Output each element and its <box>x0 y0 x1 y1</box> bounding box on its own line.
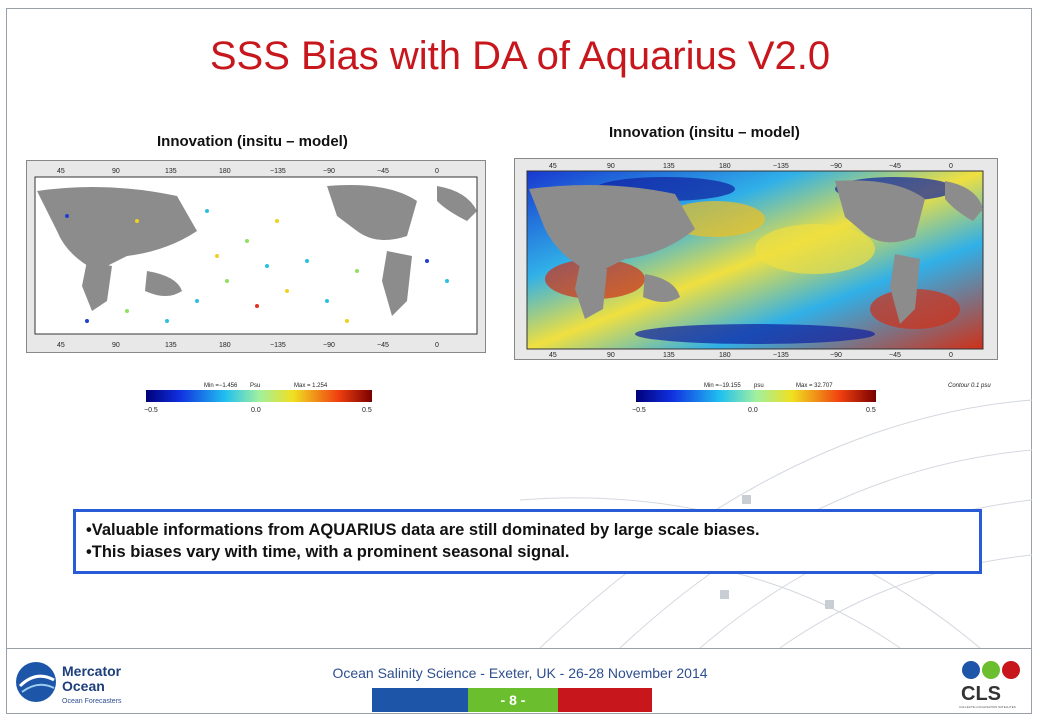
continent-north-america <box>835 180 925 243</box>
logo-circle-red <box>1002 661 1020 679</box>
colorbar-unit: Psu <box>250 383 260 389</box>
continent-australia <box>643 274 680 302</box>
colorbar-max-label: Max = 32.707 <box>796 383 833 389</box>
bullet-item: •Valuable informations from AQUARIUS dat… <box>86 521 760 539</box>
top-tick: −90 <box>323 168 335 175</box>
continent-europe <box>437 186 477 221</box>
bottom-tick: 0 <box>949 352 953 359</box>
top-tick: 180 <box>719 163 731 170</box>
contour-note: Contour 0.1 psu <box>948 383 991 389</box>
bottom-tick: 45 <box>57 342 65 349</box>
logo-word-mercator: Mercator <box>62 663 122 679</box>
footer-bar-red <box>558 688 652 712</box>
colorbar-tick: 0.0 <box>251 407 261 414</box>
bottom-tick: 180 <box>719 352 731 359</box>
bottom-tick: −135 <box>773 352 789 359</box>
top-tick: −45 <box>889 163 901 170</box>
observation-dots <box>65 209 449 323</box>
bottom-tick: 135 <box>165 342 177 349</box>
top-tick: 180 <box>219 168 231 175</box>
top-tick: −90 <box>830 163 842 170</box>
top-tick: 0 <box>949 163 953 170</box>
logo-word-ocean: Ocean <box>62 678 105 694</box>
continent-north-america <box>327 185 417 240</box>
continent-eurasia <box>529 185 695 274</box>
bottom-tick: 90 <box>607 352 615 359</box>
bottom-tick: −90 <box>323 342 335 349</box>
bottom-tick: −135 <box>270 342 286 349</box>
logo-circle-green <box>982 661 1000 679</box>
colorbar-tick: −0.5 <box>632 407 646 414</box>
left-map-title: Innovation (insitu – model) <box>157 133 348 150</box>
page-number: - 8 - <box>468 688 558 712</box>
right-map-plot: 45 90 135 180 −135 −90 −45 0 45 90 135 1… <box>526 163 984 359</box>
continent-africa <box>82 261 112 311</box>
logo-word-cls: CLS <box>961 683 1001 705</box>
top-tick: 135 <box>165 168 177 175</box>
deco-square <box>825 600 834 609</box>
bottom-tick: 135 <box>663 352 675 359</box>
right-map: 45 90 135 180 −135 −90 −45 0 45 90 135 1… <box>514 158 998 360</box>
top-tick: 135 <box>663 163 675 170</box>
top-tick: −135 <box>773 163 789 170</box>
colorbar-tick: −0.5 <box>144 407 158 414</box>
continent-europe <box>945 181 983 221</box>
slide-title: SSS Bias with DA of Aquarius V2.0 <box>209 34 831 78</box>
logo-tagline: Ocean Forecasters <box>62 698 122 705</box>
continent-africa <box>575 264 607 319</box>
deco-square <box>742 495 751 504</box>
top-tick: 90 <box>112 168 120 175</box>
top-tick: 90 <box>607 163 615 170</box>
footer-text: Ocean Salinity Science - Exeter, UK - 26… <box>332 665 708 681</box>
bottom-tick: 90 <box>112 342 120 349</box>
slide-frame <box>6 8 1032 714</box>
bottom-tick: −90 <box>830 352 842 359</box>
footer-divider <box>6 648 1032 649</box>
bottom-tick: −45 <box>889 352 901 359</box>
continent-south-america <box>382 251 412 316</box>
bottom-tick: −45 <box>377 342 389 349</box>
colorbar-tick: 0.5 <box>362 407 372 414</box>
logo-circle-blue <box>962 661 980 679</box>
top-tick: −135 <box>270 168 286 175</box>
bottom-tick: 0 <box>435 342 439 349</box>
top-tick: 45 <box>57 168 65 175</box>
colorbar-tick: 0.0 <box>748 407 758 414</box>
colorbar-min-label: Min =−19.155 <box>704 383 741 389</box>
mercator-ocean-logo: Mercator Ocean Ocean Forecasters <box>14 656 144 708</box>
right-colorbar: Min =−19.155 psu Max = 32.707 −0.5 0.0 0… <box>632 380 882 416</box>
deco-square <box>720 590 729 599</box>
footer-bar-blue <box>372 688 468 712</box>
right-map-title: Innovation (insitu – model) <box>609 124 800 141</box>
bottom-tick: 45 <box>549 352 557 359</box>
logo-globe-icon <box>16 662 56 702</box>
bullet-item: •This biases vary with time, with a prom… <box>86 543 570 561</box>
top-tick: 45 <box>549 163 557 170</box>
top-tick: −45 <box>377 168 389 175</box>
cls-logo: CLS COLLECTE LOCALISATION SATELLITES <box>955 658 1030 710</box>
continent-south-america <box>890 254 920 324</box>
colorbar-max-label: Max = 1.254 <box>294 383 328 389</box>
logo-cls-tagline: COLLECTE LOCALISATION SATELLITES <box>959 705 1016 709</box>
continent-eurasia <box>37 187 197 271</box>
continent-australia <box>145 271 182 296</box>
colorbar-unit: psu <box>754 383 764 389</box>
bullet-box: •Valuable informations from AQUARIUS dat… <box>73 509 982 574</box>
left-map-plot: 45 90 135 180 −135 −90 −45 0 45 90 135 1… <box>34 168 478 349</box>
bottom-tick: 180 <box>219 342 231 349</box>
colorbar-min-label: Min =−1.456 <box>204 383 238 389</box>
left-map: 45 90 135 180 −135 −90 −45 0 45 90 135 1… <box>26 160 486 353</box>
top-tick: 0 <box>435 168 439 175</box>
colorbar-tick: 0.5 <box>866 407 876 414</box>
left-colorbar: Min =−1.456 Psu Max = 1.254 −0.5 0.0 0.5 <box>144 380 374 416</box>
